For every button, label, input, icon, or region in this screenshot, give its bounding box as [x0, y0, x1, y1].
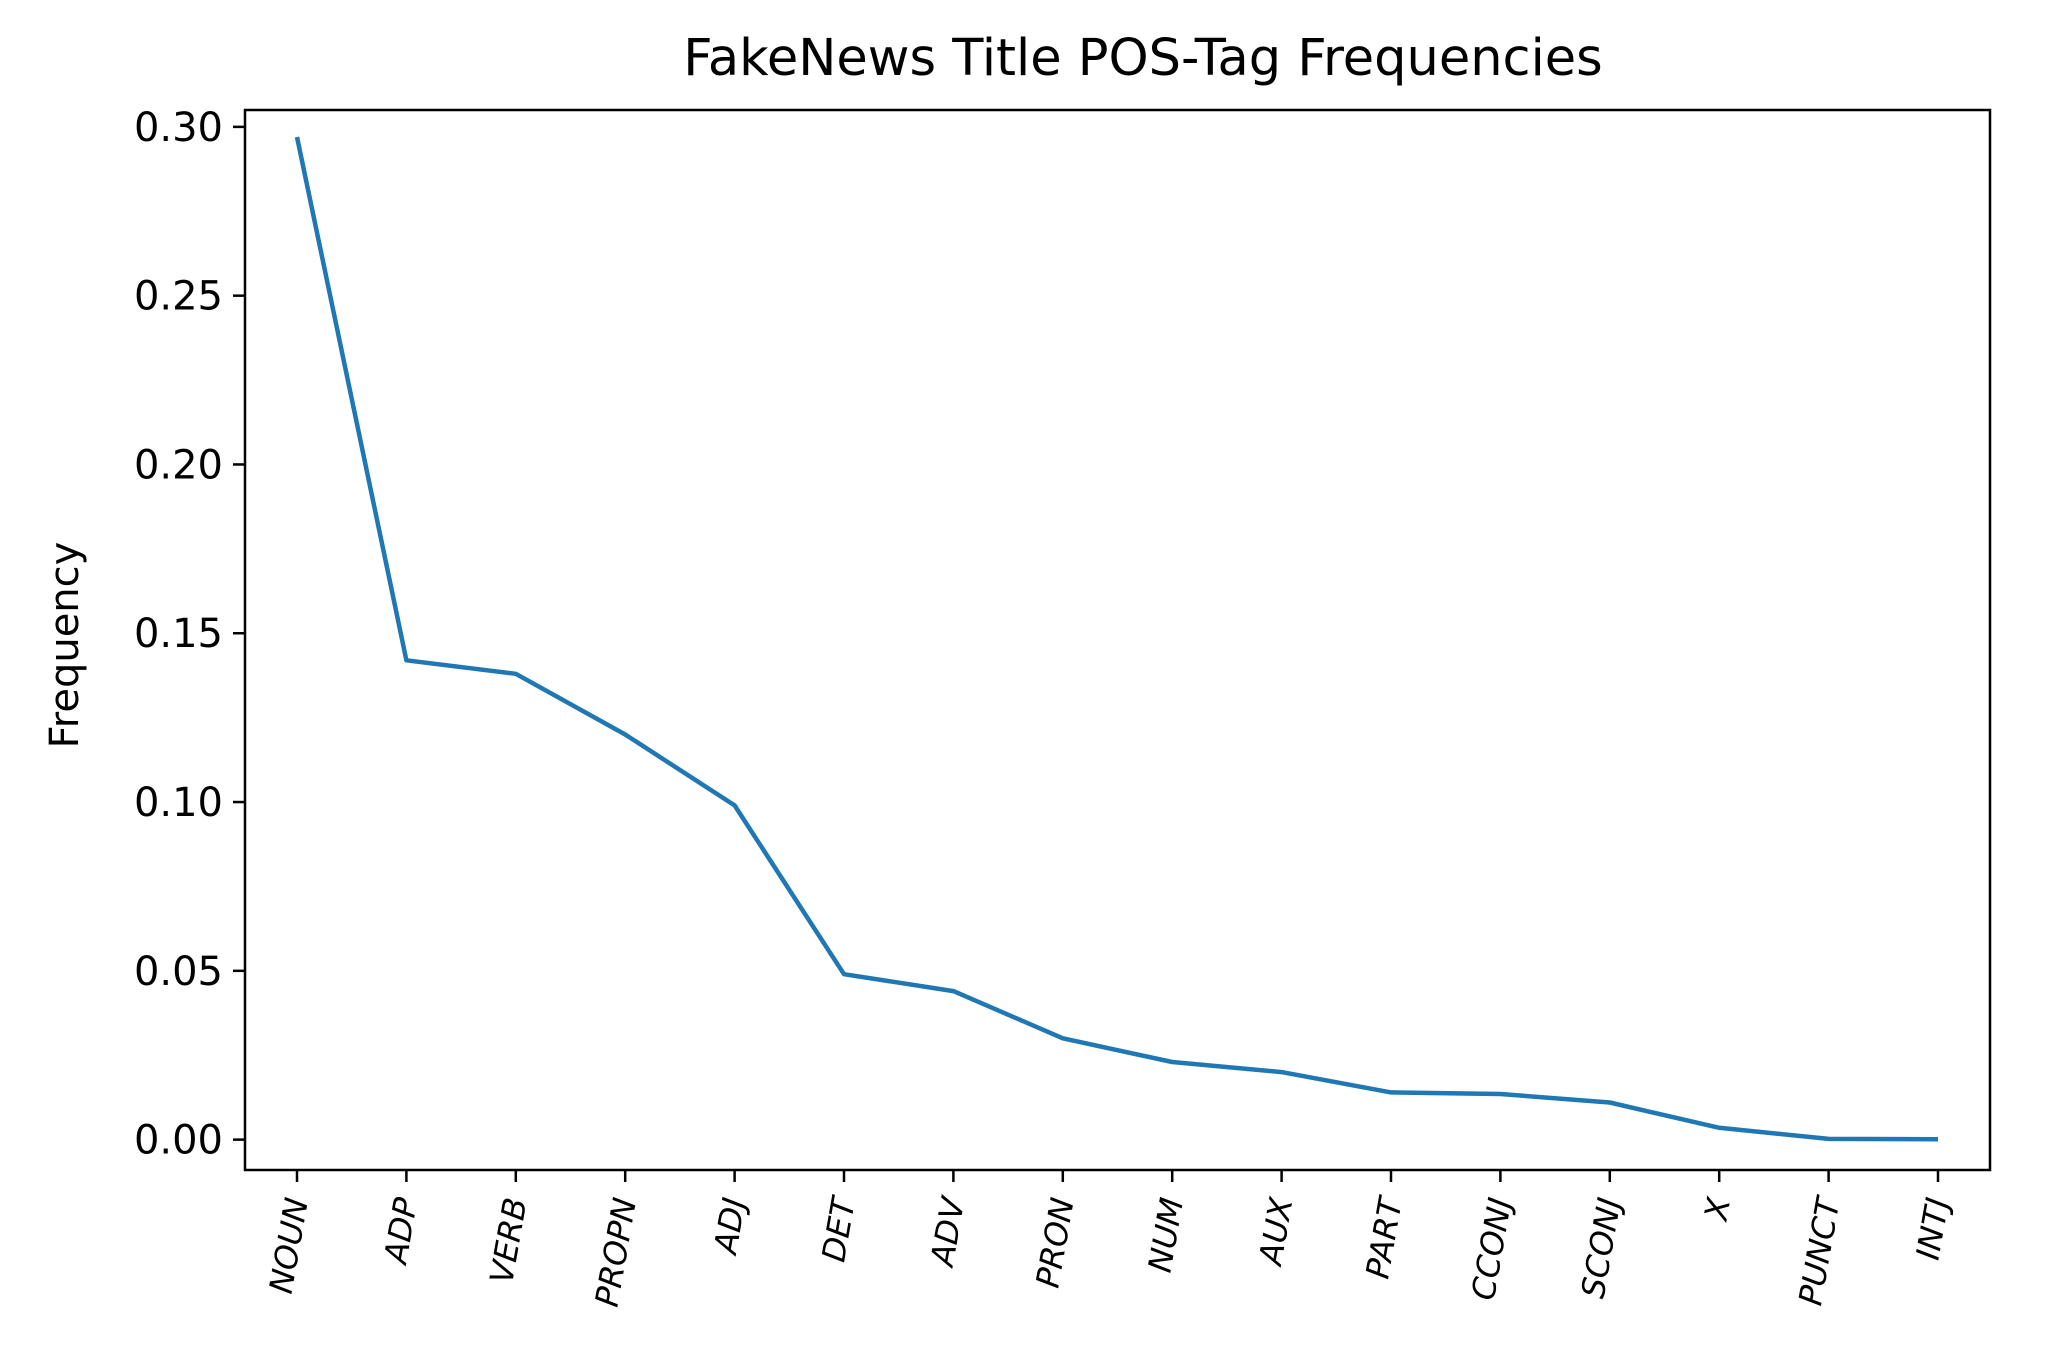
axes-frame: [243, 108, 1992, 1172]
series-layer: [294, 136, 1939, 1142]
chart-title: FakeNews Title POS-Tag Frequencies: [683, 29, 1602, 88]
y-tick-label: 0.25: [134, 274, 223, 320]
y-tick-label: 0.00: [134, 1118, 223, 1164]
y-axis-ticks: 0.00 0.05 0.10 0.15 0.20 0.25 0.30: [134, 105, 245, 1164]
y-tick-label: 0.15: [134, 611, 223, 657]
y-axis-label: Frequency: [42, 542, 88, 749]
y-tick-label: 0.10: [134, 780, 223, 826]
y-tick-label: 0.30: [134, 105, 223, 151]
y-tick-label: 0.05: [134, 949, 223, 995]
series-line: [294, 136, 1939, 1142]
y-tick-label: 0.20: [134, 442, 223, 488]
